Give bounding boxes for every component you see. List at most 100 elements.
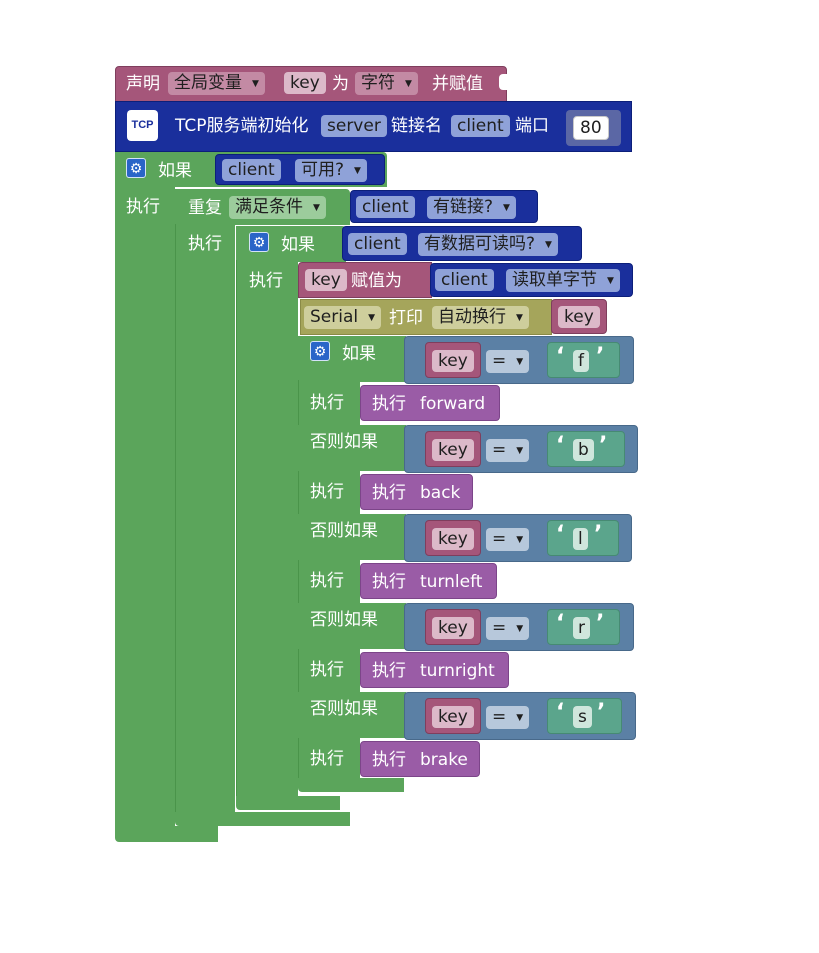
dispatch-bottom <box>298 778 404 792</box>
call-label: 执行 <box>372 750 406 770</box>
dispatch-elseif-row-3 <box>298 603 406 649</box>
repeat-mode-dropdown[interactable]: 满足条件 <box>229 196 326 219</box>
operator-dropdown[interactable]: = <box>486 350 530 373</box>
newline-mode-dropdown[interactable]: 自动换行 <box>432 306 529 329</box>
dispatch-elseif-row-1 <box>298 425 406 471</box>
do-label: 执行 <box>310 749 344 769</box>
call-label: 执行 <box>372 483 406 503</box>
open-quote-icon: ‘ <box>556 522 565 547</box>
close-quote-icon: ’ <box>596 611 605 636</box>
call-procedure-block[interactable] <box>360 741 480 777</box>
repeat-label: 重复 <box>188 198 222 218</box>
procedure-name: back <box>420 483 461 503</box>
call-procedure-block[interactable] <box>360 385 500 421</box>
connected-dropdown[interactable]: 有链接? <box>427 196 516 219</box>
declare-label: 声明 <box>126 74 160 94</box>
char-value-field[interactable]: s <box>573 706 592 728</box>
variable-name-field[interactable]: key <box>432 706 474 728</box>
if-inner-left-bar <box>236 260 298 800</box>
if-label: 如果 <box>281 235 315 255</box>
do-label: 执行 <box>310 393 344 413</box>
char-value-field[interactable]: r <box>573 617 590 639</box>
serial-port-dropdown[interactable]: Serial <box>304 306 382 329</box>
if-outer-left-bar <box>115 186 175 829</box>
assign-label: 并赋值 <box>432 74 483 94</box>
gear-icon[interactable]: ⚙ <box>310 341 330 361</box>
operator-dropdown[interactable]: = <box>486 706 530 729</box>
gear-icon[interactable]: ⚙ <box>126 158 146 178</box>
port-input[interactable]: 80 <box>573 116 609 140</box>
close-quote-icon: ’ <box>596 344 605 369</box>
type-dropdown[interactable]: 字符 <box>355 72 418 95</box>
gear-icon[interactable]: ⚙ <box>249 232 269 252</box>
else-if-label: 否则如果 <box>310 610 378 630</box>
close-quote-icon: ’ <box>594 522 603 547</box>
variable-name-field[interactable]: key <box>432 528 474 550</box>
if-label: 如果 <box>158 161 192 181</box>
operator-dropdown[interactable]: = <box>486 439 530 462</box>
close-quote-icon: ’ <box>597 700 606 725</box>
if-outer-bottom <box>115 826 218 842</box>
repeat-bottom <box>175 812 350 826</box>
variable-name-field[interactable]: key <box>432 439 474 461</box>
client-field[interactable]: client <box>356 196 415 218</box>
else-if-label: 否则如果 <box>310 521 378 541</box>
do-label: 执行 <box>126 197 160 217</box>
operator-dropdown[interactable]: = <box>486 528 530 551</box>
as-label: 为 <box>332 74 349 94</box>
char-value-field[interactable]: l <box>573 528 588 550</box>
open-quote-icon: ‘ <box>556 700 565 725</box>
port-label: 端口 <box>515 116 549 136</box>
call-label: 执行 <box>372 661 406 681</box>
if-label: 如果 <box>342 344 376 364</box>
variable-name-field[interactable]: key <box>284 72 326 94</box>
char-value-field[interactable]: b <box>573 439 594 461</box>
do-label: 执行 <box>249 271 283 291</box>
do-label: 执行 <box>310 660 344 680</box>
variable-name-field[interactable]: key <box>558 306 600 328</box>
tcp-logo-text: TCP <box>131 119 154 131</box>
open-quote-icon: ‘ <box>556 344 565 369</box>
read-method-dropdown[interactable]: 读取单字节 <box>506 269 620 292</box>
client-field[interactable]: client <box>222 159 281 181</box>
scope-dropdown[interactable]: 全局变量 <box>168 72 265 95</box>
call-procedure-block[interactable] <box>360 652 509 688</box>
assign-value-label: 赋值为 <box>351 271 402 291</box>
call-procedure-block[interactable] <box>360 563 497 599</box>
operator-dropdown[interactable]: = <box>486 617 530 640</box>
procedure-name: brake <box>420 750 468 770</box>
repeat-left-bar <box>175 224 235 815</box>
procedure-name: turnleft <box>420 572 483 592</box>
client-field[interactable]: client <box>348 233 407 255</box>
char-value-field[interactable]: f <box>573 350 589 372</box>
tcp-init-label: TCP服务端初始化 <box>175 116 309 136</box>
do-label: 执行 <box>188 234 222 254</box>
client-name-field[interactable]: client <box>451 115 510 137</box>
variable-name-field[interactable]: key <box>432 350 474 372</box>
data-available-dropdown[interactable]: 有数据可读吗? <box>418 233 558 256</box>
dispatch-elseif-row-4 <box>298 692 406 738</box>
link-name-label: 链接名 <box>391 116 442 136</box>
if-inner-bottom <box>236 796 340 810</box>
do-label: 执行 <box>310 571 344 591</box>
dispatch-elseif-row-2 <box>298 514 406 560</box>
client-field[interactable]: client <box>435 269 494 291</box>
tcp-logo-icon: TCP <box>127 110 158 141</box>
procedure-name: forward <box>420 394 486 414</box>
open-quote-icon: ‘ <box>556 433 565 458</box>
server-name-field[interactable]: server <box>321 115 387 137</box>
close-quote-icon: ’ <box>599 433 608 458</box>
value-input-notch <box>499 74 507 90</box>
call-label: 执行 <box>372 572 406 592</box>
do-label: 执行 <box>310 482 344 502</box>
else-if-label: 否则如果 <box>310 699 378 719</box>
call-procedure-block[interactable] <box>360 474 473 510</box>
procedure-name: turnright <box>420 661 495 681</box>
variable-name-field[interactable]: key <box>305 269 347 291</box>
print-label: 打印 <box>389 308 423 328</box>
call-label: 执行 <box>372 394 406 414</box>
available-dropdown[interactable]: 可用? <box>295 159 367 182</box>
else-if-label: 否则如果 <box>310 432 378 452</box>
open-quote-icon: ‘ <box>556 611 565 636</box>
variable-name-field[interactable]: key <box>432 617 474 639</box>
